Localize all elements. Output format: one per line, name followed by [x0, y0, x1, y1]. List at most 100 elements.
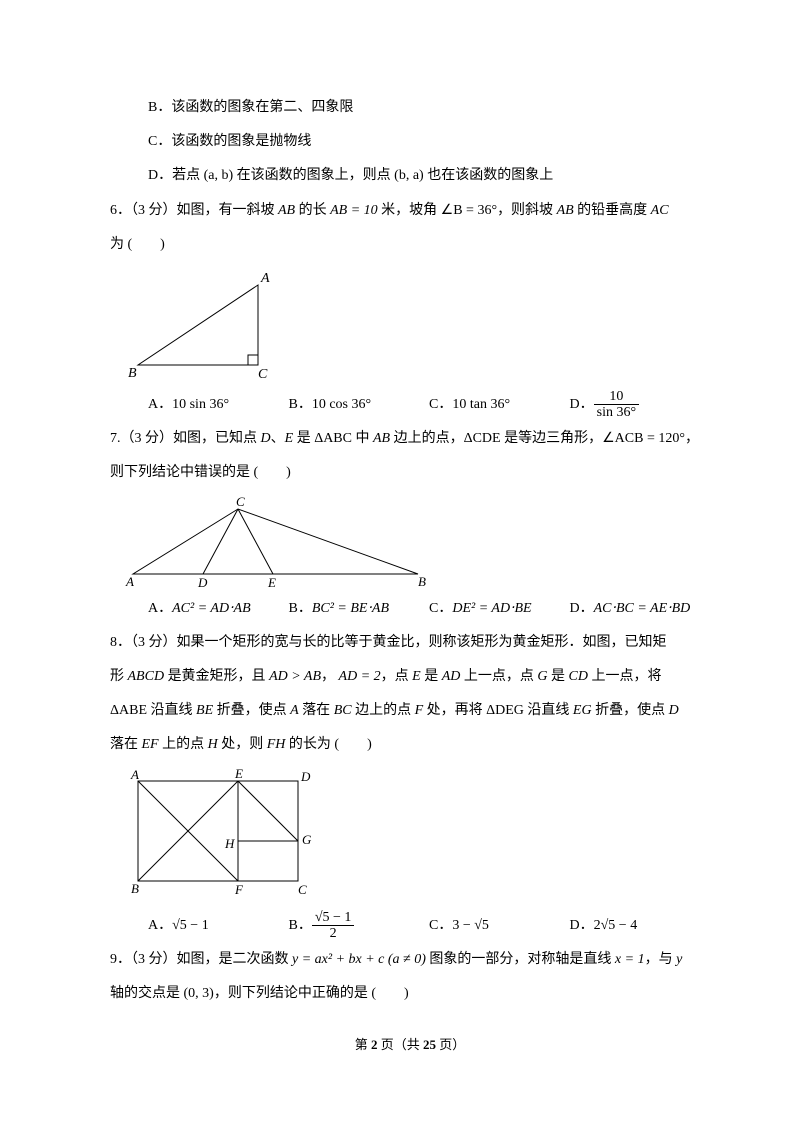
q6-t2: 的长: [295, 203, 330, 218]
q6-stem2: 为 ( ): [110, 229, 710, 261]
q7-tri2: ΔCDE: [464, 431, 501, 446]
q8-t6: 上一点，点: [460, 669, 537, 684]
q8-line4: 落在 EF 上的点 H 处，则 FH 的长为 ( ): [110, 729, 710, 761]
q8-t7: 是: [548, 669, 569, 684]
q6-optB: B．10 cos 36°: [289, 389, 430, 421]
q8-t17: 上的点: [159, 737, 208, 752]
svg-text:F: F: [234, 882, 244, 897]
svg-text:E: E: [267, 575, 276, 589]
footer-pre: 第: [355, 1037, 371, 1052]
q7C: DE² = AD⋅BE: [452, 601, 531, 616]
footer-mid: 页（共: [377, 1037, 423, 1052]
footer-total: 25: [423, 1037, 436, 1052]
svg-text:B: B: [418, 574, 426, 589]
q6-optC: C．10 tan 36°: [429, 389, 570, 421]
q8D-l: D．: [570, 918, 594, 933]
q8C-l: C．: [429, 918, 452, 933]
q7B: BC² = BE⋅AB: [312, 601, 389, 616]
q9-stem2: 轴的交点是 (0, 3)，则下列结论中正确的是 ( ): [110, 978, 710, 1010]
page-footer: 第 2 页（共 25 页）: [110, 1030, 710, 1060]
q9-t5: ，则下列结论中正确的是 ( ): [214, 986, 409, 1001]
q6-t1: 6．（3 分）如图，有一斜坡: [110, 203, 278, 218]
q9-pt: (0, 3): [184, 986, 214, 1001]
q8-CD: CD: [569, 669, 588, 684]
q7-optD: D．AC⋅BC = AE⋅BD: [570, 593, 711, 625]
q7C-l: C．: [429, 601, 452, 616]
q8-t16: 落在: [110, 737, 142, 752]
q6-ac: AC: [651, 203, 669, 218]
svg-text:D: D: [300, 769, 311, 784]
footer-end: 页）: [436, 1037, 465, 1052]
q7-sep: 、: [271, 431, 285, 446]
svg-text:A: A: [260, 271, 270, 286]
q8B-num: √5 − 1: [312, 910, 355, 926]
q6-optD: D．10sin 36°: [570, 389, 711, 421]
q7A: AC² = AD⋅AB: [172, 601, 251, 616]
svg-text:B: B: [128, 366, 137, 381]
q7-optA: A．AC² = AD⋅AB: [148, 593, 289, 625]
q5-optD-p1: (a, b): [204, 168, 234, 183]
q9-t1: 9．（3 分）如图，是二次函数: [110, 952, 292, 967]
q8A: √5 − 1: [172, 918, 209, 933]
q9-t2: 图象的一部分，对称轴是直线: [426, 952, 615, 967]
q8-optA: A．√5 − 1: [148, 910, 289, 942]
q8-BE: BE: [196, 703, 213, 718]
q7-t4: 边上的点，: [390, 431, 464, 446]
q8-optB: B．√5 − 12: [289, 910, 430, 942]
q5-optD-post: 也在该函数的图象上: [427, 168, 553, 183]
q7-t3: 中: [352, 431, 373, 446]
q7-ang: ∠ACB = 120°: [602, 431, 685, 446]
q8-ad2: AD = 2: [339, 669, 381, 684]
q8-t1: 形: [110, 669, 128, 684]
q8-optC: C．3 − √5: [429, 910, 570, 942]
q8-line3: ΔABE 沿直线 BE 折叠，使点 A 落在 BC 边上的点 F 处，再将 ΔD…: [110, 695, 710, 727]
q8-t4: ，点: [381, 669, 413, 684]
q8-t8: 上一点，将: [588, 669, 662, 684]
q8-FH: FH: [267, 737, 286, 752]
q8A-l: A．: [148, 918, 172, 933]
q8-G: G: [537, 669, 547, 684]
page-content: B．该函数的图象在第二、四象限 C．该函数的图象是抛物线 D．若点 (a, b)…: [0, 0, 800, 1100]
q6-ab: AB: [278, 203, 295, 218]
q8-A: A: [290, 703, 299, 718]
q8-BC: BC: [334, 703, 352, 718]
q8D: 2√5 − 4: [594, 918, 638, 933]
q6-stem: 6．（3 分）如图，有一斜坡 AB 的长 AB = 10 米，坡角 ∠B = 3…: [110, 195, 710, 227]
q6-optD-num: 10: [594, 389, 639, 405]
q6-t5: 的铅垂高度: [574, 203, 651, 218]
q8-abcd: ABCD: [128, 669, 165, 684]
q8-E: E: [412, 669, 421, 684]
q7-t2: 是: [293, 431, 314, 446]
q5-optD-mid: 在该函数的图象上，则点: [237, 168, 391, 183]
q8-t19: 的长为 ( ): [285, 737, 371, 752]
q7-options: A．AC² = AD⋅AB B．BC² = BE⋅AB C．DE² = AD⋅B…: [110, 593, 710, 625]
q6-optD-l: D．: [570, 397, 594, 412]
q9-x1: x = 1: [615, 952, 645, 967]
q6-t4: ，则斜坡: [497, 203, 557, 218]
q8C: 3 − √5: [452, 918, 489, 933]
svg-text:H: H: [224, 836, 235, 851]
q7-optC: C．DE² = AD⋅BE: [429, 593, 570, 625]
q7-tri: ΔABC: [314, 431, 352, 446]
q8-AD: AD: [442, 669, 461, 684]
q7-stem2: 则下列结论中错误的是 ( ): [110, 457, 710, 489]
q8-gt: AD > AB: [269, 669, 321, 684]
q7-ab: AB: [373, 431, 390, 446]
q8-t14: 沿直线: [524, 703, 573, 718]
svg-text:A: A: [125, 574, 134, 589]
svg-text:C: C: [258, 367, 268, 382]
q6-ab2: AB: [557, 203, 574, 218]
q7-e: E: [285, 431, 294, 446]
q8-line2: 形 ABCD 是黄金矩形，且 AD > AB， AD = 2，点 E 是 AD …: [110, 661, 710, 693]
q7-t1: 7.（3 分）如图，已知点: [110, 431, 261, 446]
q8-figure: A B C D E F G H: [118, 766, 318, 906]
q8-H: H: [208, 737, 218, 752]
q8-optD: D．2√5 − 4: [570, 910, 711, 942]
q6-optA: A．10 sin 36°: [148, 389, 289, 421]
q8-t18: 处，则: [218, 737, 267, 752]
q9-stem: 9．（3 分）如图，是二次函数 y = ax² + bx + c (a ≠ 0)…: [110, 944, 710, 976]
q5-optB: B．该函数的图象在第二、四象限: [110, 92, 710, 124]
q7B-l: B．: [289, 601, 312, 616]
q7-stem: 7.（3 分）如图，已知点 D、E 是 ΔABC 中 AB 边上的点，ΔCDE …: [110, 423, 710, 455]
q6-options: A．10 sin 36° B．10 cos 36° C．10 tan 36° D…: [110, 389, 710, 421]
